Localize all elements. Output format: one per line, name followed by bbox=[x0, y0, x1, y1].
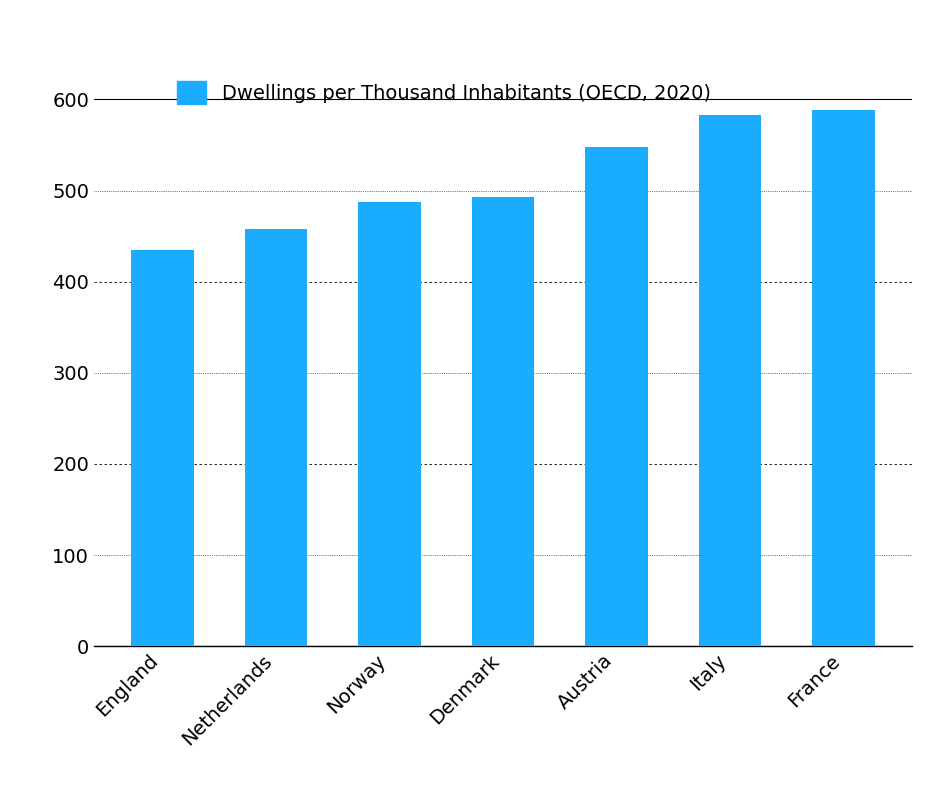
Bar bbox=[244, 229, 307, 646]
Bar bbox=[358, 203, 420, 646]
Bar bbox=[472, 197, 534, 646]
Bar bbox=[586, 147, 648, 646]
Bar bbox=[812, 110, 874, 646]
Legend: Dwellings per Thousand Inhabitants (OECD, 2020): Dwellings per Thousand Inhabitants (OECD… bbox=[169, 72, 718, 112]
Bar bbox=[698, 115, 761, 646]
Bar bbox=[132, 250, 194, 646]
